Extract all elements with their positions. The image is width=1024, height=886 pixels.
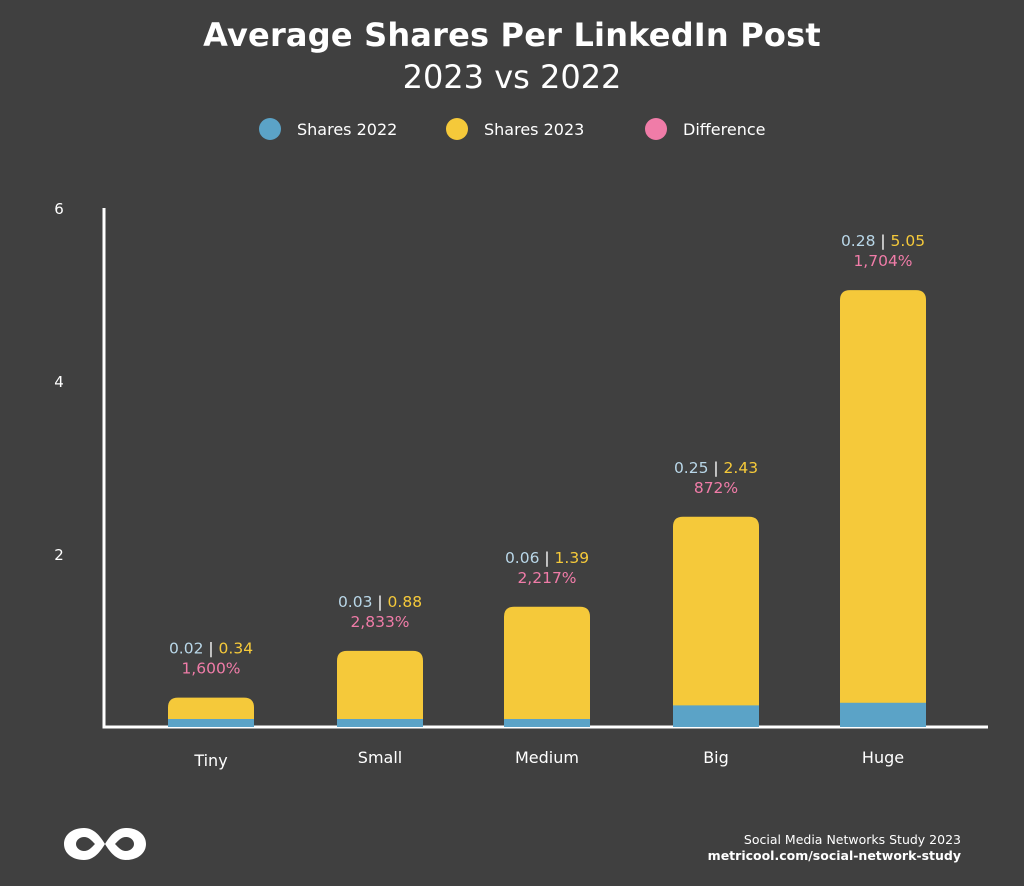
- y-tick-label-6: 6: [54, 200, 64, 218]
- legend-swatch-shares-2022: [259, 118, 281, 140]
- data-label-values-huge: 0.28 | 5.05: [841, 232, 925, 250]
- bar-2022-huge: [840, 702, 926, 727]
- x-tick-label-tiny: Tiny: [193, 751, 227, 770]
- bar-2022-big: [673, 705, 759, 727]
- chart-title: Average Shares Per LinkedIn Post: [203, 16, 821, 54]
- bar-2023-medium: [504, 606, 590, 727]
- data-label-values-big: 0.25 | 2.43: [674, 459, 758, 477]
- y-tick-label-2: 2: [54, 546, 64, 564]
- legend-label-shares-2023: Shares 2023: [484, 119, 585, 139]
- bar-2022-tiny: [168, 719, 254, 727]
- footer-credit: Social Media Networks Study 2023 metrico…: [708, 832, 961, 864]
- legend-swatch-difference: [645, 118, 667, 140]
- data-label-difference-tiny: 1,600%: [181, 660, 240, 678]
- chart-legend: Shares 2022 Shares 2023 Difference: [0, 116, 1024, 142]
- legend-item-shares-2022: Shares 2022: [259, 116, 397, 142]
- x-tick-label-small: Small: [358, 748, 402, 767]
- bar-2022-medium: [504, 719, 590, 727]
- footer-study-name: Social Media Networks Study 2023: [743, 832, 961, 847]
- data-label-difference-medium: 2,217%: [517, 569, 576, 587]
- legend-swatch-shares-2023: [446, 118, 468, 140]
- x-tick-label-huge: Huge: [862, 748, 904, 767]
- legend-item-shares-2023: Shares 2023: [446, 116, 584, 142]
- legend-item-difference: Difference: [645, 116, 765, 142]
- bar-2023-big: [673, 516, 759, 727]
- x-tick-label-medium: Medium: [515, 748, 579, 767]
- data-label-difference-small: 2,833%: [350, 613, 409, 631]
- legend-label-shares-2022: Shares 2022: [297, 119, 398, 139]
- bar-2023-huge: [840, 290, 926, 727]
- x-tick-label-big: Big: [703, 748, 729, 767]
- data-label-difference-big: 872%: [694, 479, 738, 497]
- y-tick-label-4: 4: [54, 373, 64, 391]
- data-label-values-tiny: 0.02 | 0.34: [169, 640, 253, 658]
- data-label-difference-huge: 1,704%: [853, 252, 912, 270]
- legend-label-difference: Difference: [683, 119, 766, 139]
- bar-2022-small: [337, 719, 423, 727]
- footer-url[interactable]: metricool.com/social-network-study: [707, 848, 961, 863]
- metricool-infinity-logo-icon: [64, 828, 146, 860]
- bar-2023-small: [337, 650, 423, 727]
- chart-subtitle: 2023 vs 2022: [402, 58, 622, 96]
- data-label-values-small: 0.03 | 0.88: [338, 593, 422, 611]
- data-label-values-medium: 0.06 | 1.39: [505, 549, 589, 567]
